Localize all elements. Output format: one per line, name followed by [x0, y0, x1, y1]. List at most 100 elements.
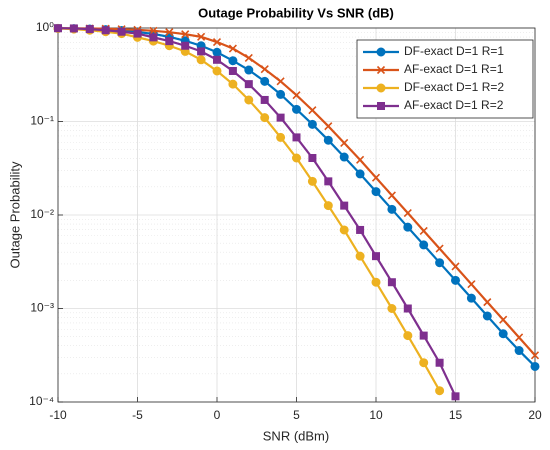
- marker: [308, 106, 317, 115]
- legend: DF-exact D=1 R=1 AF-exact D=1 R=1 DF-exact…: [356, 39, 534, 119]
- legend-label: AF-exact D=1 R=2: [404, 98, 504, 112]
- marker: [419, 240, 429, 250]
- marker: [514, 346, 524, 356]
- marker: [307, 176, 317, 186]
- marker: [371, 187, 381, 197]
- marker: [387, 278, 396, 287]
- marker: [323, 135, 333, 145]
- marker: [244, 53, 253, 62]
- marker: [101, 26, 110, 35]
- marker: [371, 173, 381, 182]
- marker: [340, 138, 349, 148]
- marker: [117, 27, 126, 36]
- marker: [260, 65, 269, 74]
- x-tick-label: -10: [49, 408, 67, 422]
- marker: [356, 155, 365, 164]
- marker: [260, 95, 269, 104]
- marker: [212, 47, 222, 57]
- marker: [244, 65, 254, 75]
- marker: [371, 277, 381, 287]
- marker: [308, 154, 317, 163]
- marker: [149, 26, 158, 35]
- legend-label: DF-exact D=1 R=2: [404, 80, 504, 94]
- marker: [419, 331, 428, 340]
- marker: [228, 56, 238, 66]
- marker: [451, 262, 460, 271]
- x-tick-label: 15: [449, 408, 463, 422]
- x-tick-label: 0: [214, 408, 221, 422]
- marker: [165, 28, 174, 37]
- x-tick-label: 20: [528, 408, 542, 422]
- legend-marker: [376, 47, 386, 57]
- marker: [387, 191, 396, 200]
- marker: [387, 304, 397, 313]
- marker: [419, 226, 428, 235]
- y-tick-label: 10⁰: [36, 20, 54, 34]
- marker: [228, 66, 237, 75]
- marker: [435, 358, 444, 367]
- marker: [340, 201, 349, 210]
- marker: [387, 204, 397, 214]
- marker: [197, 47, 206, 56]
- legend-marker: [376, 65, 386, 75]
- marker: [292, 133, 301, 142]
- legend-label: AF-exact D=1 R=1: [404, 62, 504, 76]
- x-axis-label: SNR (dBm): [263, 428, 329, 443]
- y-tick-label: 10⁻⁴: [29, 394, 54, 408]
- chart-title: Outage Probability Vs SNR (dB): [198, 5, 394, 20]
- y-axis-label: Outage Probability: [7, 161, 22, 268]
- marker: [276, 89, 286, 99]
- marker: [403, 331, 413, 341]
- marker: [435, 258, 445, 268]
- marker: [498, 329, 508, 339]
- marker: [228, 44, 237, 53]
- marker: [165, 37, 174, 46]
- marker: [212, 66, 222, 76]
- marker: [435, 386, 445, 396]
- marker: [483, 298, 492, 307]
- marker: [482, 311, 492, 321]
- marker: [515, 333, 524, 342]
- marker: [323, 201, 333, 211]
- legend-marker: [377, 102, 385, 110]
- y-tick-label: 10⁻²: [30, 207, 54, 221]
- marker: [276, 113, 285, 122]
- marker: [149, 33, 158, 42]
- marker: [276, 77, 285, 86]
- marker: [244, 80, 253, 89]
- x-tick-label: 5: [293, 408, 300, 422]
- legend-marker: [376, 83, 386, 93]
- marker: [54, 24, 62, 33]
- marker: [530, 361, 540, 371]
- marker: [467, 280, 476, 289]
- legend-label: DF-exact D=1 R=1: [404, 44, 504, 58]
- marker: [499, 315, 508, 324]
- marker: [324, 122, 333, 131]
- marker: [307, 119, 317, 129]
- marker: [85, 25, 94, 34]
- marker: [181, 30, 190, 39]
- marker: [292, 104, 301, 114]
- marker: [197, 32, 206, 41]
- x-tick-label: 10: [369, 408, 383, 422]
- axes-box: [57, 27, 536, 403]
- marker: [356, 225, 365, 234]
- marker: [181, 41, 190, 50]
- marker: [451, 275, 460, 285]
- marker: [213, 55, 221, 64]
- marker: [451, 392, 460, 401]
- marker: [419, 358, 429, 368]
- marker: [196, 55, 206, 65]
- marker: [292, 153, 301, 163]
- marker: [69, 24, 78, 33]
- marker: [403, 208, 412, 218]
- marker: [324, 177, 333, 186]
- y-tick-label: 10⁻¹: [30, 114, 54, 128]
- marker: [260, 76, 270, 86]
- marker: [260, 113, 270, 123]
- marker: [372, 252, 380, 261]
- marker: [355, 169, 365, 179]
- marker: [292, 91, 301, 100]
- marker: [530, 351, 540, 360]
